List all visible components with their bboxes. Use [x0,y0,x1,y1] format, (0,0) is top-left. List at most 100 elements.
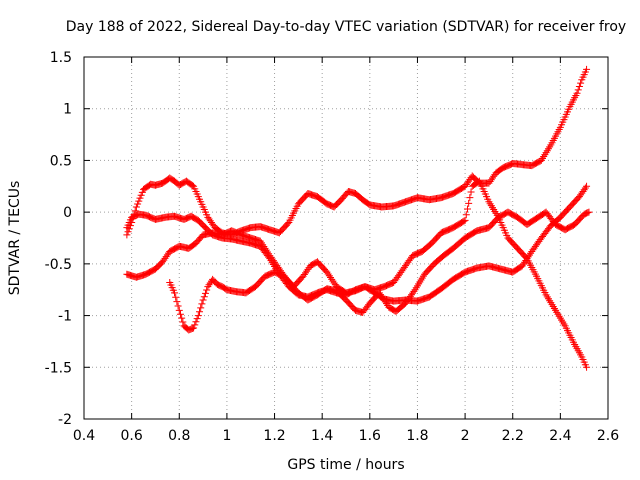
data-point [173,298,181,306]
data-point [203,286,211,294]
data-point [379,294,387,302]
x-tick-label: 1.6 [359,428,381,444]
data-point [190,324,198,332]
data-point [573,89,581,97]
data-point [205,281,213,289]
data-point [583,182,591,190]
data-point [256,237,264,245]
data-point [199,296,207,304]
data-point [461,216,469,224]
data-point [194,312,202,320]
data-point [324,270,332,278]
data-point [192,318,200,326]
data-point [197,304,205,312]
data-point [196,308,204,316]
data-point [460,217,468,225]
data-point [200,293,208,301]
data-point [466,194,474,202]
data-point [410,287,418,295]
data-point [137,191,145,199]
data-point [575,82,583,90]
data-point [284,220,292,228]
data-point [138,188,146,196]
data-point [381,298,389,306]
x-axis-label: GPS time / hours [287,457,404,473]
data-point [132,203,140,211]
data-point [175,306,183,314]
data-point [136,194,144,202]
data-point [323,268,331,276]
x-tick-label: 1.8 [406,428,428,444]
x-tick-label: 1.2 [263,428,285,444]
data-point [261,244,269,252]
data-point [198,300,206,308]
y-tick-label: 1 [63,102,72,118]
data-point [521,258,529,266]
data-point [260,243,268,251]
data-point [201,289,209,297]
data-point [519,260,527,268]
data-point [135,197,143,205]
chart-title: Day 188 of 2022, Sidereal Day-to-day VTE… [66,19,626,35]
data-point [204,283,212,291]
data-point [176,310,184,318]
x-tick-label: 1 [222,428,231,444]
data-point [329,277,337,285]
data-point [191,321,199,329]
data-point [377,291,385,299]
y-tick-label: 0.5 [50,153,72,169]
data-point [585,208,593,216]
data-point [257,239,265,247]
data-point [178,314,186,322]
data-point [463,205,471,213]
x-tick-label: 2.4 [549,428,571,444]
data-point [327,274,335,282]
series-track-1 [123,65,591,239]
data-point [206,279,214,287]
data-point [583,363,591,371]
y-axis-label: SDTVAR / TECUs [7,181,23,296]
data-point [581,184,589,192]
data-point [378,292,386,300]
y-tick-label: -0.5 [45,257,72,273]
data-point [179,318,187,326]
data-point [123,231,131,239]
y-tick-label: 0 [63,205,72,221]
tick-labels: 0.4 0.6 0.8 1 1.2 1.4 1.6 1.8 2 2.2 2.4 2.6 1.5 1 0.5 0… [45,50,620,444]
data-point [584,209,592,217]
data-point [577,79,585,87]
data-point [467,188,475,196]
data-point [574,86,582,94]
y-tick-label: -1 [58,309,72,325]
data-point [172,293,180,301]
series-track-4 [166,177,591,371]
y-tick-label: -2 [58,412,72,428]
y-tick-label: 1.5 [50,50,72,66]
data-point [328,275,336,283]
data-marks [123,65,593,371]
data-point [330,279,338,287]
data-point [525,251,533,259]
data-point [262,246,270,254]
data-point [518,262,526,270]
data-point [263,248,271,256]
x-tick-label: 1.4 [311,428,333,444]
data-point [259,241,267,249]
x-tick-label: 2.6 [597,428,619,444]
data-point [193,315,201,323]
y-tick-label: -1.5 [45,360,72,376]
data-point [134,200,142,208]
data-point [188,325,196,332]
data-point [462,211,470,219]
data-point [465,199,473,207]
data-point [583,65,591,73]
data-point [174,302,182,310]
x-tick-label: 2 [461,428,470,444]
data-point [171,289,179,297]
plot-frame [83,56,609,420]
data-point [325,272,333,280]
x-tick-label: 2.2 [502,428,524,444]
data-point [124,228,132,236]
